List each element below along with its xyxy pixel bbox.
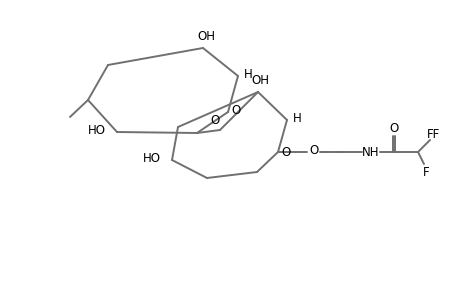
Text: H: H: [243, 68, 252, 80]
Text: O: O: [309, 143, 318, 157]
Text: HO: HO: [88, 124, 106, 136]
Text: FF: FF: [426, 128, 440, 140]
Text: O: O: [281, 146, 290, 158]
Text: O: O: [388, 122, 398, 134]
Text: OH: OH: [196, 31, 214, 44]
Text: HO: HO: [143, 152, 161, 164]
Text: O: O: [231, 104, 240, 118]
Text: H: H: [292, 112, 301, 124]
Text: NH: NH: [362, 146, 379, 158]
Text: O: O: [210, 113, 219, 127]
Text: OH: OH: [251, 74, 269, 86]
Text: F: F: [422, 166, 428, 178]
